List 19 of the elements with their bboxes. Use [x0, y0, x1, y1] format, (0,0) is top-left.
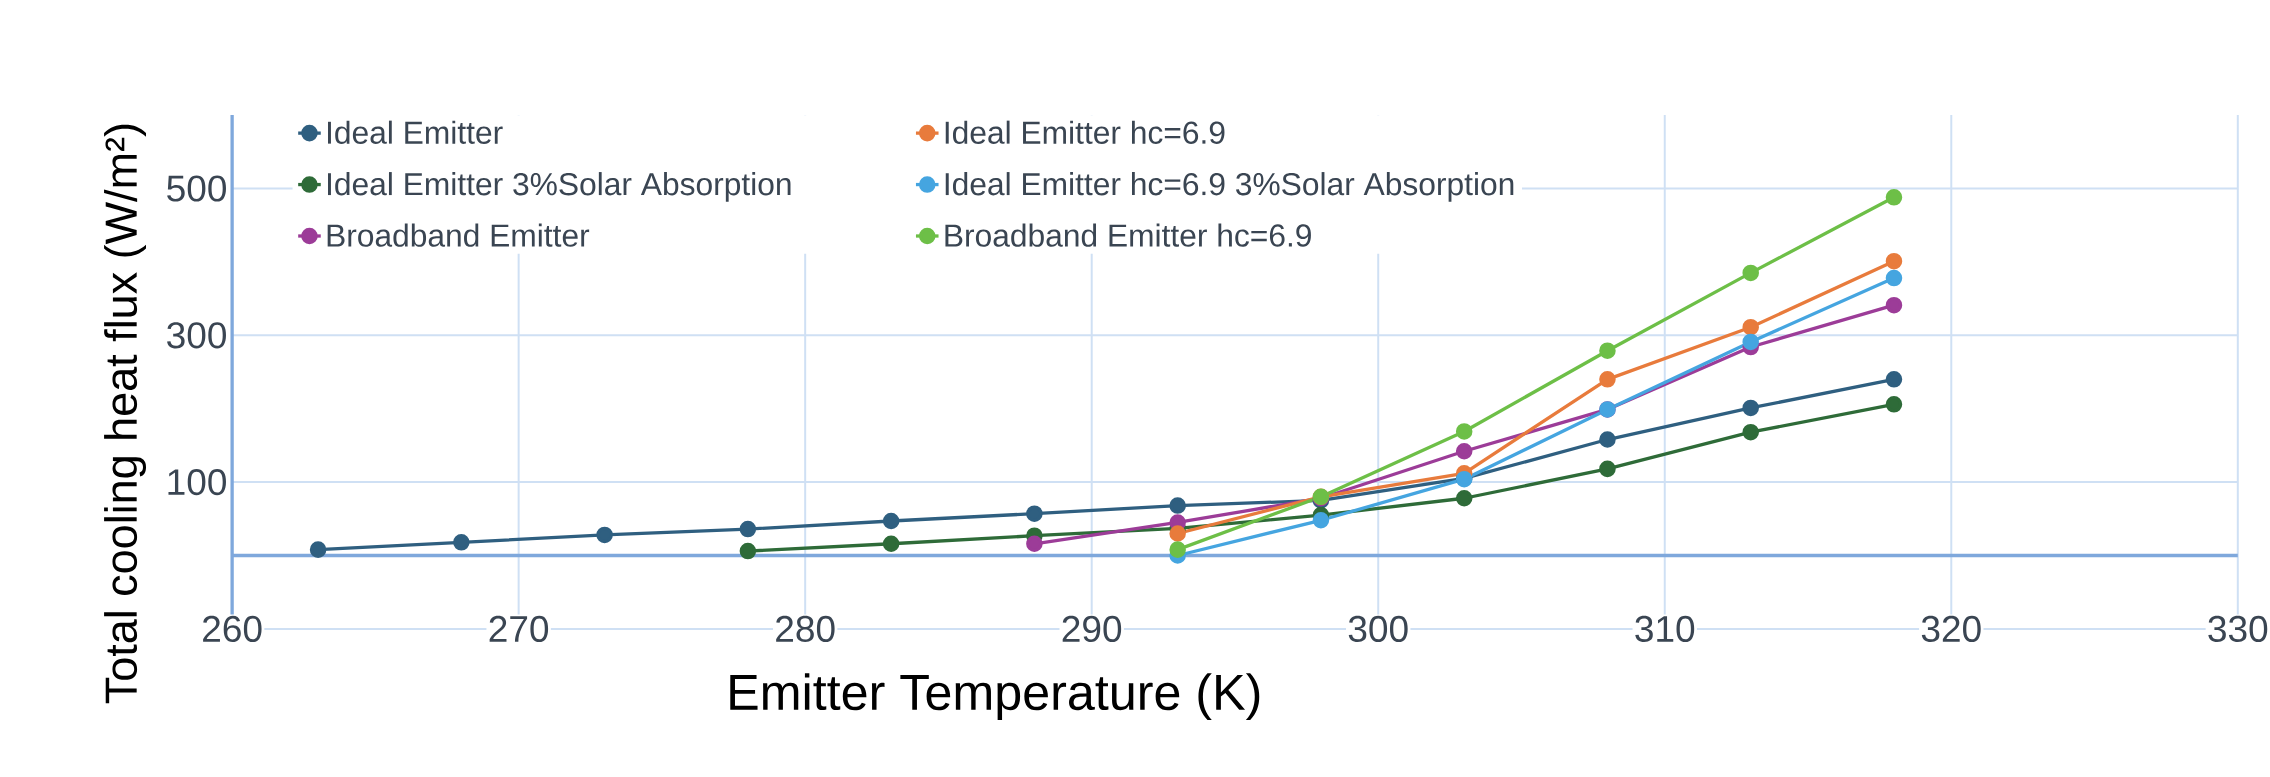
x-tick-label: 300 [1348, 615, 1408, 643]
legend-label: Ideal Emitter [327, 120, 503, 145]
x-tick-label: 270 [489, 615, 549, 643]
x-tick-label: 290 [1062, 615, 1122, 643]
y-tick-label: 500 [167, 175, 226, 202]
x-tick-label: 320 [1921, 615, 1981, 643]
legend-label: Ideal Emitter hc=6.9 [945, 120, 1225, 145]
x-tick-label: 280 [776, 615, 835, 643]
x-tick-label: 260 [203, 615, 262, 643]
legend-label: Ideal Emitter 3%Solar Absorption [327, 172, 791, 202]
x-tick-label: 310 [1635, 615, 1695, 643]
y-axis-title: Total cooling heat flux (W/m²) [104, 124, 146, 704]
y-tick-label: 300 [167, 322, 226, 349]
x-axis-title: Emitter Temperature (K) [730, 673, 1260, 721]
legend-label: Broadband Emitter hc=6.9 [945, 223, 1311, 247]
legend-label: Ideal Emitter hc=6.9 3%Solar Absorption [945, 172, 1514, 202]
y-tick-label: 100 [168, 469, 226, 496]
legend-label: Broadband Emitter [327, 223, 590, 247]
x-tick-label: 330 [2208, 615, 2268, 643]
